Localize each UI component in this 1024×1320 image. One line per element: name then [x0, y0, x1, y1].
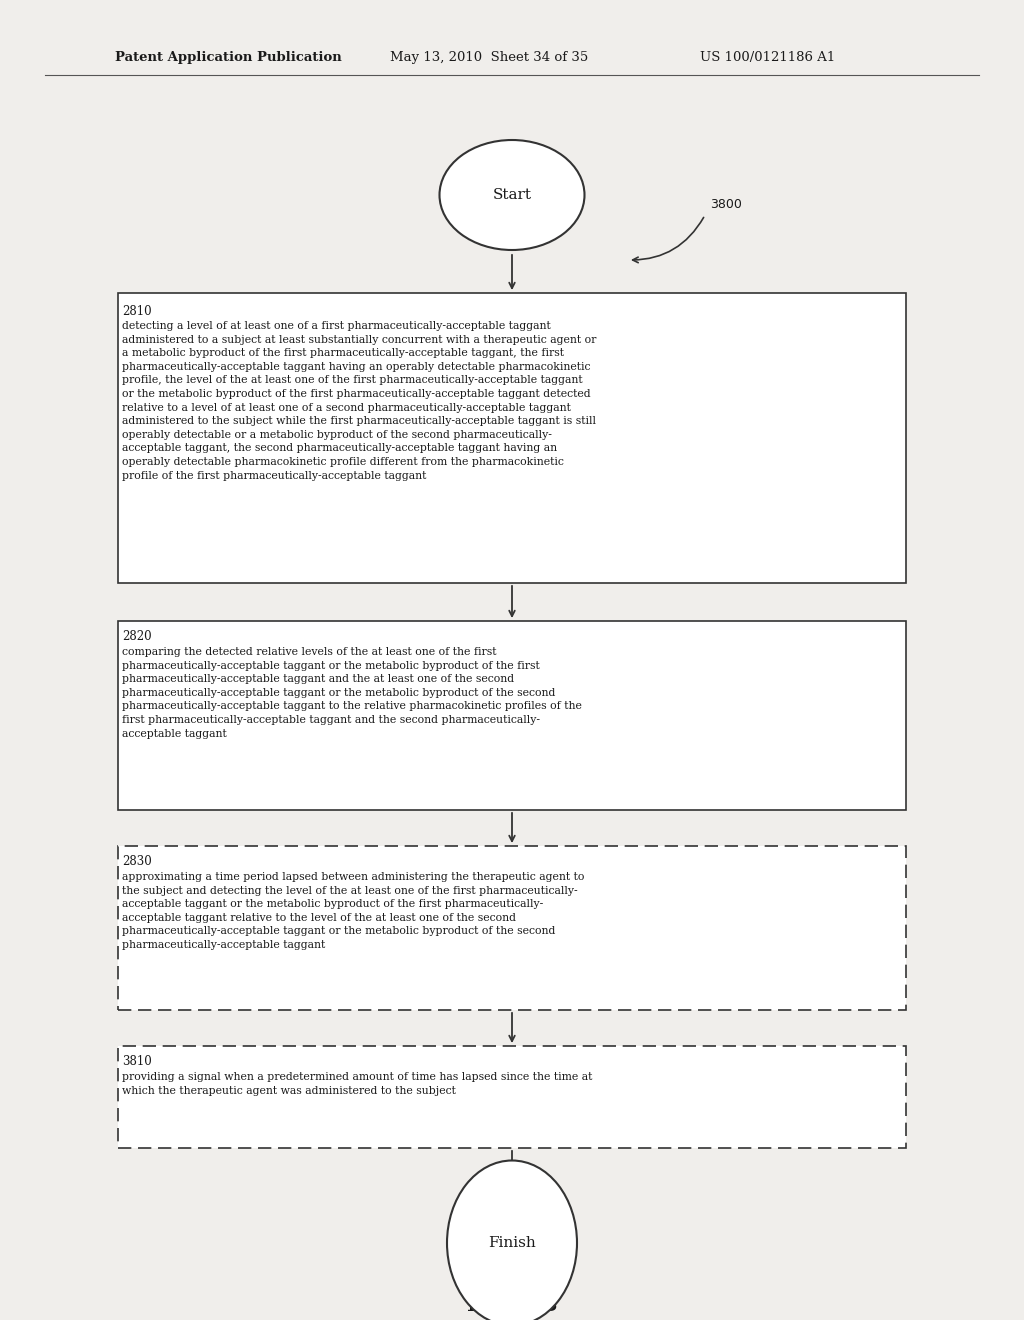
Text: detecting a level of at least one of a first pharmaceutically-acceptable taggant: detecting a level of at least one of a f… — [122, 321, 596, 480]
Text: FIG. 38: FIG. 38 — [467, 1294, 557, 1316]
Text: approximating a time period lapsed between administering the therapeutic agent t: approximating a time period lapsed betwe… — [122, 873, 585, 950]
Text: Start: Start — [493, 187, 531, 202]
Text: 3800: 3800 — [710, 198, 741, 211]
Text: 2810: 2810 — [122, 305, 152, 318]
Text: providing a signal when a predetermined amount of time has lapsed since the time: providing a signal when a predetermined … — [122, 1072, 592, 1096]
Ellipse shape — [439, 140, 585, 249]
Bar — [118, 846, 906, 1010]
Text: May 13, 2010  Sheet 34 of 35: May 13, 2010 Sheet 34 of 35 — [390, 50, 588, 63]
Ellipse shape — [447, 1160, 577, 1320]
Bar — [118, 620, 906, 810]
Text: 3810: 3810 — [122, 1055, 152, 1068]
Text: Patent Application Publication: Patent Application Publication — [115, 50, 342, 63]
Text: comparing the detected relative levels of the at least one of the first
pharmace: comparing the detected relative levels o… — [122, 647, 582, 739]
Text: 2830: 2830 — [122, 855, 152, 869]
Text: US 100/0121186 A1: US 100/0121186 A1 — [700, 50, 836, 63]
Bar — [118, 1045, 906, 1148]
Text: Finish: Finish — [488, 1236, 536, 1250]
Bar — [118, 293, 906, 583]
Text: 2820: 2820 — [122, 630, 152, 643]
